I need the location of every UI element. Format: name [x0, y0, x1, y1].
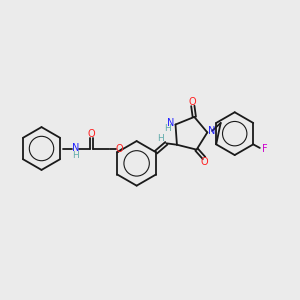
Text: H: H: [164, 124, 171, 133]
Text: H: H: [158, 134, 164, 143]
Text: H: H: [72, 151, 79, 160]
Text: O: O: [88, 129, 96, 139]
Text: N: N: [208, 126, 215, 136]
Text: O: O: [201, 157, 208, 167]
Text: O: O: [189, 98, 196, 107]
Text: N: N: [72, 142, 79, 153]
Text: F: F: [262, 144, 267, 154]
Text: N: N: [167, 118, 175, 128]
Text: O: O: [116, 143, 123, 154]
